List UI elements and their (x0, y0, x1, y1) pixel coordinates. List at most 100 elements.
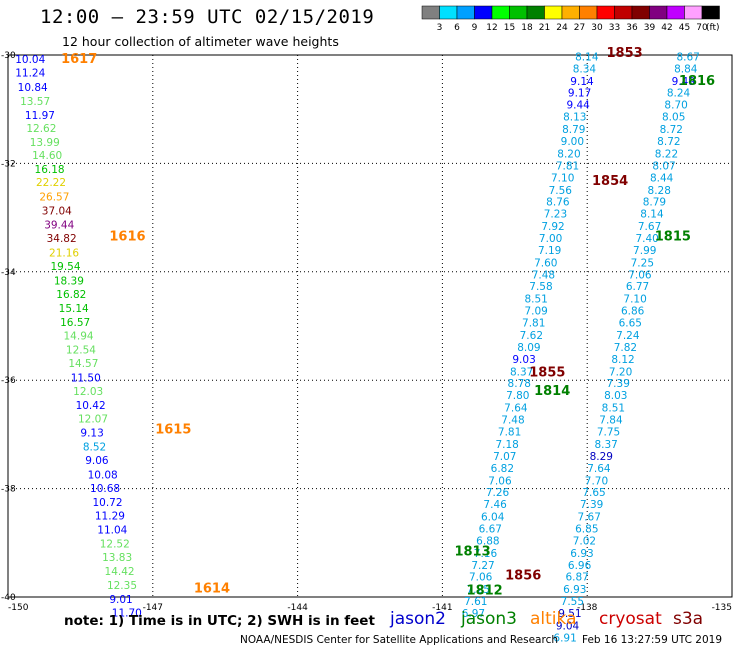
time-label: 1853 (607, 46, 643, 61)
colorbar-label: 36 (626, 23, 638, 33)
altika-swh-value: 14.42 (105, 566, 135, 578)
time-label: 1814 (534, 384, 570, 399)
jason3-swh-value: 7.65 (582, 487, 605, 499)
jason3-swh-value: 6.93 (570, 548, 593, 560)
altika-swh-value: 13.57 (20, 96, 50, 108)
cryosat-swh-value: 7.48 (532, 269, 555, 281)
altika-swh-value: 18.39 (54, 275, 84, 287)
cryosat-swh-value: 6.04 (481, 512, 505, 524)
time-label: 1815 (655, 229, 691, 244)
x-tick-label: -147 (143, 603, 163, 613)
cryosat-swh-value: 7.81 (522, 318, 545, 330)
cryosat-swh-value: 7.60 (534, 257, 557, 269)
jason3-swh-value: 7.75 (597, 426, 620, 438)
page-subtitle: 12 hour collection of altimeter wave hei… (62, 34, 339, 49)
altika-swh-value: 37.04 (42, 205, 72, 217)
time-label: 1812 (467, 583, 503, 598)
colorbar-label: 33 (609, 23, 620, 33)
jason3-swh-value: 7.82 (614, 342, 637, 354)
jason3-swh-value: 8.14 (640, 209, 664, 221)
altika-swh-value: 13.99 (30, 137, 60, 149)
altika-swh-value: 39.44 (44, 219, 74, 231)
cryosat-swh-value: 7.10 (551, 172, 574, 184)
altika-swh-value: 11.70 (112, 608, 142, 620)
altika-swh-value: 34.82 (47, 233, 77, 245)
cryosat-swh-value: 8.09 (517, 342, 540, 354)
cryosat-swh-value: 7.09 (524, 306, 547, 318)
cryosat-swh-value: 7.56 (549, 185, 573, 197)
colorbar-label: 21 (539, 23, 550, 33)
altika-swh-value: 11.29 (95, 510, 125, 522)
cryosat-swh-value: 7.07 (493, 451, 516, 463)
jason3-swh-value: 7.84 (599, 415, 623, 427)
jason3-swh-value: 7.02 (573, 535, 596, 547)
cryosat-swh-value: 9.00 (561, 136, 584, 148)
altika-swh-value: 16.57 (60, 317, 90, 329)
time-label: 1615 (155, 422, 191, 437)
altika-swh-value: 10.68 (90, 483, 120, 495)
jason3-swh-value: 9.51 (558, 608, 581, 620)
time-label: 1816 (679, 74, 715, 89)
satellite-legend-altika: altika (530, 609, 577, 629)
cryosat-swh-value: 8.79 (562, 124, 585, 136)
cryosat-swh-value: 7.18 (495, 439, 518, 451)
jason3-swh-value: 6.87 (565, 572, 588, 584)
cryosat-swh-value: 8.37 (510, 366, 533, 378)
altika-swh-value: 13.83 (102, 552, 132, 564)
jason3-swh-value: 6.91 (553, 632, 576, 644)
footer-credit: NOAA/NESDIS Center for Satellite Applica… (240, 634, 558, 646)
time-label: 1854 (592, 174, 628, 189)
jason3-swh-value: 8.05 (662, 112, 685, 124)
y-tick-label: -40 (1, 593, 16, 603)
cryosat-swh-value: 9.44 (566, 100, 590, 112)
jason3-swh-value: 8.67 (676, 51, 699, 63)
altika-swh-value: 11.24 (15, 68, 45, 80)
jason3-swh-value: 9.49 (672, 76, 695, 88)
cryosat-swh-value: 7.27 (471, 560, 494, 572)
altika-swh-value: 8.52 (83, 442, 106, 454)
y-tick-label: -36 (1, 376, 16, 386)
altika-swh-value: 10.72 (92, 497, 122, 509)
cryosat-swh-value: 7.46 (483, 499, 507, 511)
cryosat-swh-value: 6.67 (479, 524, 502, 536)
altika-swh-value: 9.13 (80, 428, 103, 440)
jason3-swh-value: 7.24 (616, 330, 640, 342)
jason3-swh-value: 8.51 (602, 403, 625, 415)
cryosat-swh-value: 9.03 (512, 354, 535, 366)
cryosat-swh-value: 9.14 (570, 76, 594, 88)
jason3-swh-value: 8.37 (594, 439, 617, 451)
colorbar-label: 15 (504, 23, 515, 33)
footer-note: note: 1) Time is in UTC; 2) SWH is in fe… (64, 613, 375, 629)
jason3-swh-value: 6.93 (563, 584, 586, 596)
cryosat-swh-value: 7.25 (467, 584, 490, 596)
jason3-swh-value: 8.79 (643, 197, 666, 209)
altika-swh-value: 14.94 (64, 331, 94, 343)
colorbar-swatch (701, 5, 720, 20)
footer-timestamp: Feb 16 13:27:59 UTC 2019 (582, 634, 722, 646)
altika-swh-value: 12.54 (66, 345, 96, 357)
altika-swh-value: 22.22 (36, 177, 66, 189)
y-tick-label: -32 (1, 159, 16, 169)
jason3-swh-value: 7.25 (631, 257, 654, 269)
jason3-swh-value: 7.64 (587, 463, 611, 475)
jason3-swh-value: 7.20 (609, 366, 632, 378)
altika-swh-value: 12.03 (73, 386, 103, 398)
jason3-swh-value: 8.84 (674, 63, 698, 75)
cryosat-swh-value: 7.81 (556, 160, 579, 172)
altika-swh-value: 12.35 (107, 580, 137, 592)
altika-swh-value: 10.04 (15, 54, 45, 66)
jason3-swh-value: 8.72 (660, 124, 683, 136)
cryosat-swh-value: 7.58 (529, 281, 552, 293)
jason3-swh-value: 6.86 (621, 306, 645, 318)
altika-swh-value: 12.07 (78, 413, 108, 425)
cryosat-swh-value: 7.06 (469, 572, 493, 584)
cryosat-swh-value: 8.51 (524, 294, 547, 306)
jason3-swh-value: 7.40 (635, 233, 658, 245)
cryosat-swh-value: 6.97 (462, 608, 485, 620)
cryosat-swh-value: 8.76 (546, 197, 570, 209)
colorbar-label: 27 (574, 23, 585, 33)
altika-swh-value: 15.14 (59, 303, 89, 315)
altika-swh-value: 12.52 (100, 539, 130, 551)
y-tick-label: -38 (1, 485, 16, 495)
jason3-swh-value: 7.39 (580, 499, 603, 511)
